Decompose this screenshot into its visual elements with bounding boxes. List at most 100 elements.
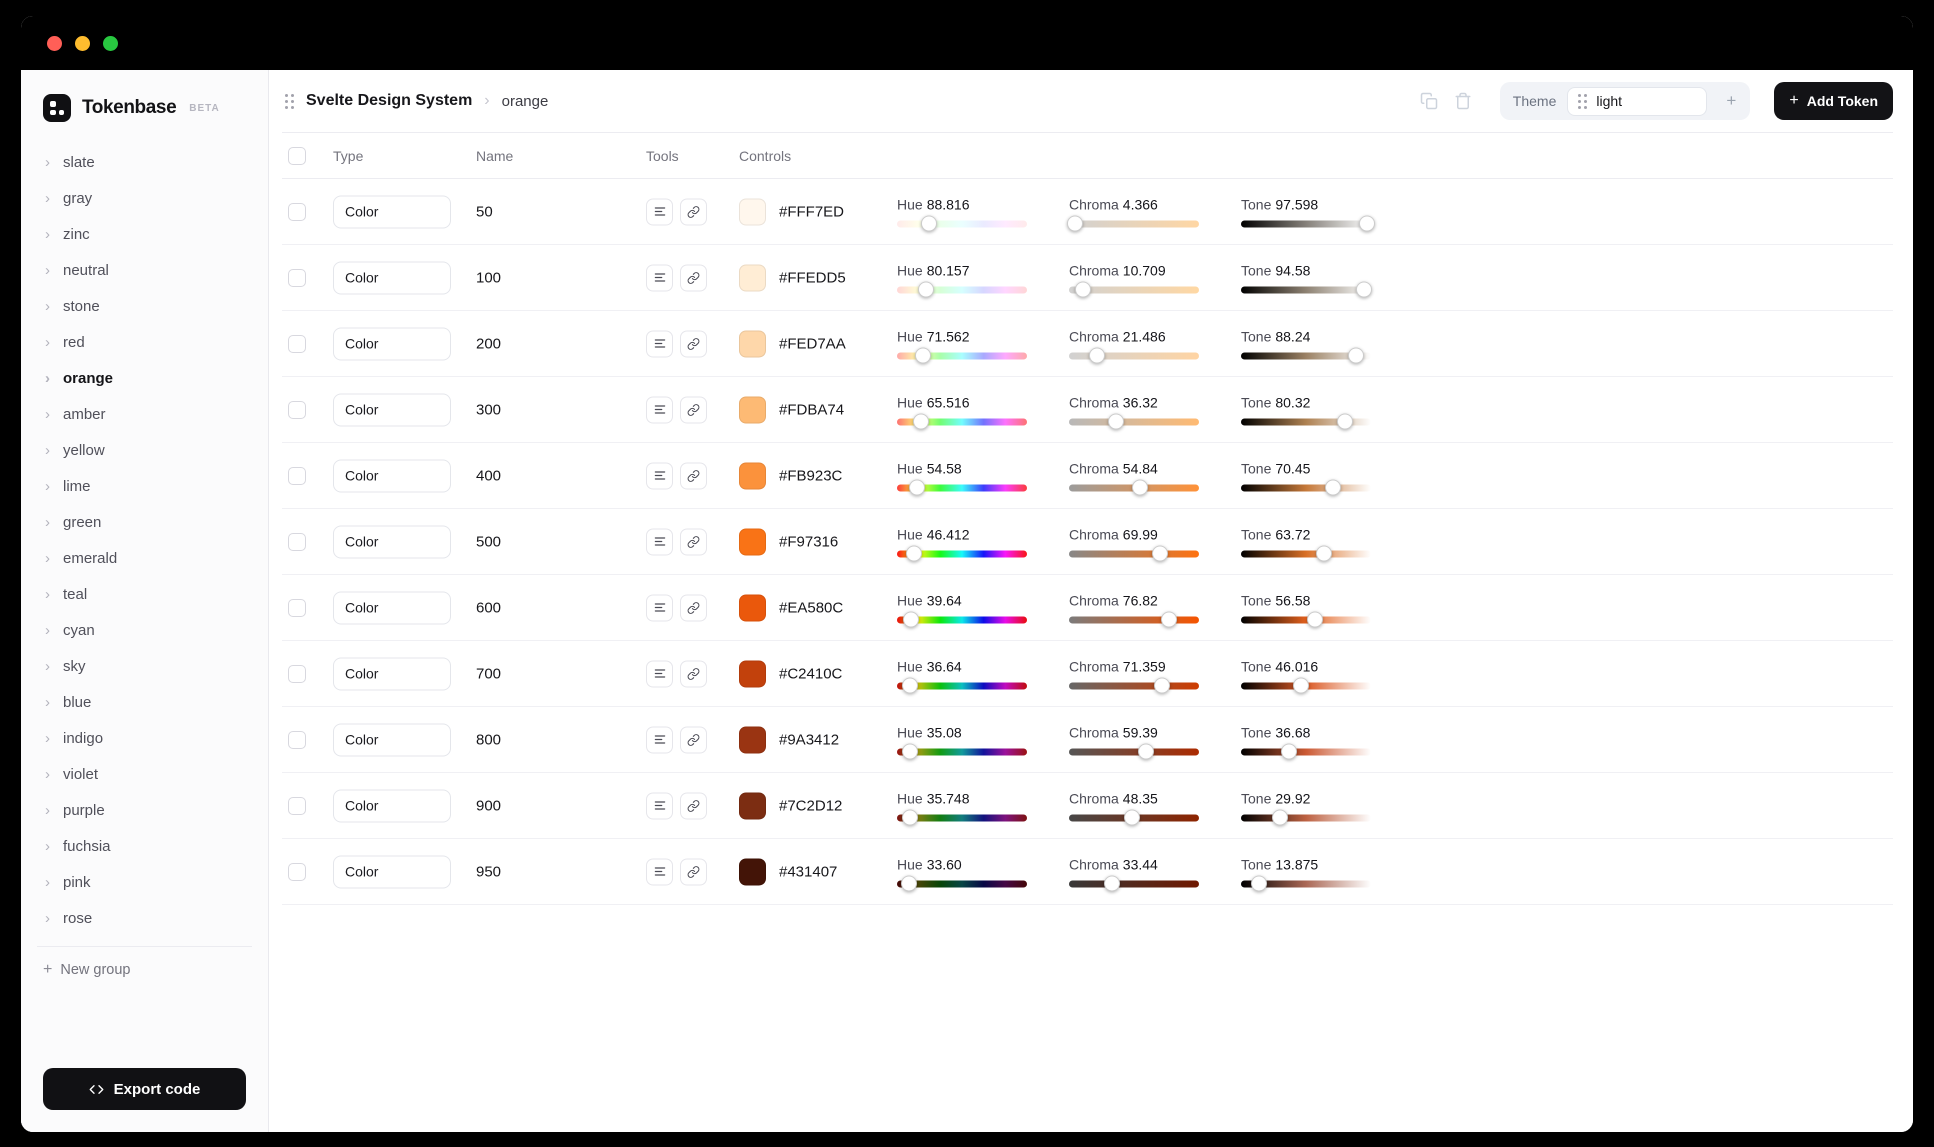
hue-thumb[interactable] <box>905 545 922 562</box>
hue-thumb[interactable] <box>903 611 920 628</box>
row-options-button[interactable] <box>646 528 673 555</box>
tone-thumb[interactable] <box>1359 215 1376 232</box>
tone-track[interactable] <box>1241 809 1371 826</box>
type-input[interactable]: Color <box>333 657 451 690</box>
link-token-button[interactable] <box>680 726 707 753</box>
chroma-thumb[interactable] <box>1066 215 1083 232</box>
tone-thumb[interactable] <box>1324 479 1341 496</box>
link-token-button[interactable] <box>680 858 707 885</box>
color-swatch[interactable] <box>739 396 766 423</box>
row-checkbox[interactable] <box>288 334 306 353</box>
type-input[interactable]: Color <box>333 195 451 228</box>
hue-track[interactable] <box>897 809 1027 826</box>
hue-thumb[interactable] <box>917 281 934 298</box>
sidebar-item-neutral[interactable]: › neutral <box>35 252 256 288</box>
sidebar-item-yellow[interactable]: › yellow <box>35 432 256 468</box>
row-options-button[interactable] <box>646 330 673 357</box>
sidebar-item-indigo[interactable]: › indigo <box>35 720 256 756</box>
tone-track[interactable] <box>1241 479 1371 496</box>
sidebar-item-blue[interactable]: › blue <box>35 684 256 720</box>
chroma-track[interactable] <box>1069 347 1199 364</box>
sidebar-item-cyan[interactable]: › cyan <box>35 612 256 648</box>
sidebar-item-teal[interactable]: › teal <box>35 576 256 612</box>
zoom-button[interactable] <box>103 35 118 51</box>
row-checkbox[interactable] <box>288 268 306 287</box>
chroma-track[interactable] <box>1069 479 1199 496</box>
row-checkbox[interactable] <box>288 400 306 419</box>
chroma-thumb[interactable] <box>1160 611 1177 628</box>
select-all-checkbox[interactable] <box>288 146 306 165</box>
sidebar-item-rose[interactable]: › rose <box>35 900 256 936</box>
tone-track[interactable] <box>1241 413 1371 430</box>
row-options-button[interactable] <box>646 396 673 423</box>
chroma-thumb[interactable] <box>1108 413 1125 430</box>
sidebar-item-lime[interactable]: › lime <box>35 468 256 504</box>
chroma-track[interactable] <box>1069 281 1199 298</box>
chroma-thumb[interactable] <box>1104 875 1121 892</box>
hue-thumb[interactable] <box>901 743 918 760</box>
type-input[interactable]: Color <box>333 591 451 624</box>
chroma-track[interactable] <box>1069 743 1199 760</box>
type-input[interactable]: Color <box>333 459 451 492</box>
color-swatch[interactable] <box>739 858 766 885</box>
chroma-track[interactable] <box>1069 545 1199 562</box>
chroma-thumb[interactable] <box>1123 809 1140 826</box>
chroma-thumb[interactable] <box>1153 677 1170 694</box>
add-theme-button[interactable]: + <box>1718 87 1744 116</box>
chroma-track[interactable] <box>1069 875 1199 892</box>
row-options-button[interactable] <box>646 858 673 885</box>
tone-thumb[interactable] <box>1355 281 1372 298</box>
delete-button[interactable] <box>1454 92 1472 110</box>
hue-track[interactable] <box>897 611 1027 628</box>
type-input[interactable]: Color <box>333 855 451 888</box>
hue-track[interactable] <box>897 347 1027 364</box>
link-token-button[interactable] <box>680 396 707 423</box>
theme-select[interactable]: light <box>1567 86 1708 116</box>
hue-thumb[interactable] <box>914 347 931 364</box>
minimize-button[interactable] <box>75 35 90 51</box>
sidebar-item-pink[interactable]: › pink <box>35 864 256 900</box>
tone-thumb[interactable] <box>1292 677 1309 694</box>
row-checkbox[interactable] <box>288 532 306 551</box>
sidebar-item-zinc[interactable]: › zinc <box>35 216 256 252</box>
row-options-button[interactable] <box>646 462 673 489</box>
link-token-button[interactable] <box>680 528 707 555</box>
tone-thumb[interactable] <box>1337 413 1354 430</box>
chroma-track[interactable] <box>1069 611 1199 628</box>
drag-handle-icon[interactable] <box>285 93 294 109</box>
hue-track[interactable] <box>897 743 1027 760</box>
link-token-button[interactable] <box>680 198 707 225</box>
sidebar-item-violet[interactable]: › violet <box>35 756 256 792</box>
tone-thumb[interactable] <box>1315 545 1332 562</box>
type-input[interactable]: Color <box>333 327 451 360</box>
row-checkbox[interactable] <box>288 598 306 617</box>
color-swatch[interactable] <box>739 792 766 819</box>
type-input[interactable]: Color <box>333 261 451 294</box>
hue-thumb[interactable] <box>912 413 929 430</box>
hue-track[interactable] <box>897 545 1027 562</box>
hue-track[interactable] <box>897 215 1027 232</box>
close-button[interactable] <box>47 35 62 51</box>
tone-track[interactable] <box>1241 611 1371 628</box>
tone-thumb[interactable] <box>1306 611 1323 628</box>
tone-track[interactable] <box>1241 281 1372 298</box>
color-swatch[interactable] <box>739 330 766 357</box>
hue-thumb[interactable] <box>901 875 918 892</box>
chroma-thumb[interactable] <box>1132 479 1149 496</box>
sidebar-item-sky[interactable]: › sky <box>35 648 256 684</box>
type-input[interactable]: Color <box>333 393 451 426</box>
chroma-thumb[interactable] <box>1088 347 1105 364</box>
row-options-button[interactable] <box>646 660 673 687</box>
hue-thumb[interactable] <box>902 677 919 694</box>
sidebar-item-emerald[interactable]: › emerald <box>35 540 256 576</box>
sidebar-item-fuchsia[interactable]: › fuchsia <box>35 828 256 864</box>
chroma-thumb[interactable] <box>1074 281 1091 298</box>
color-swatch[interactable] <box>739 594 766 621</box>
type-input[interactable]: Color <box>333 723 451 756</box>
tone-thumb[interactable] <box>1280 743 1297 760</box>
hue-track[interactable] <box>897 413 1027 430</box>
row-checkbox[interactable] <box>288 862 306 881</box>
hue-track[interactable] <box>897 479 1027 496</box>
row-options-button[interactable] <box>646 726 673 753</box>
row-checkbox[interactable] <box>288 202 306 221</box>
